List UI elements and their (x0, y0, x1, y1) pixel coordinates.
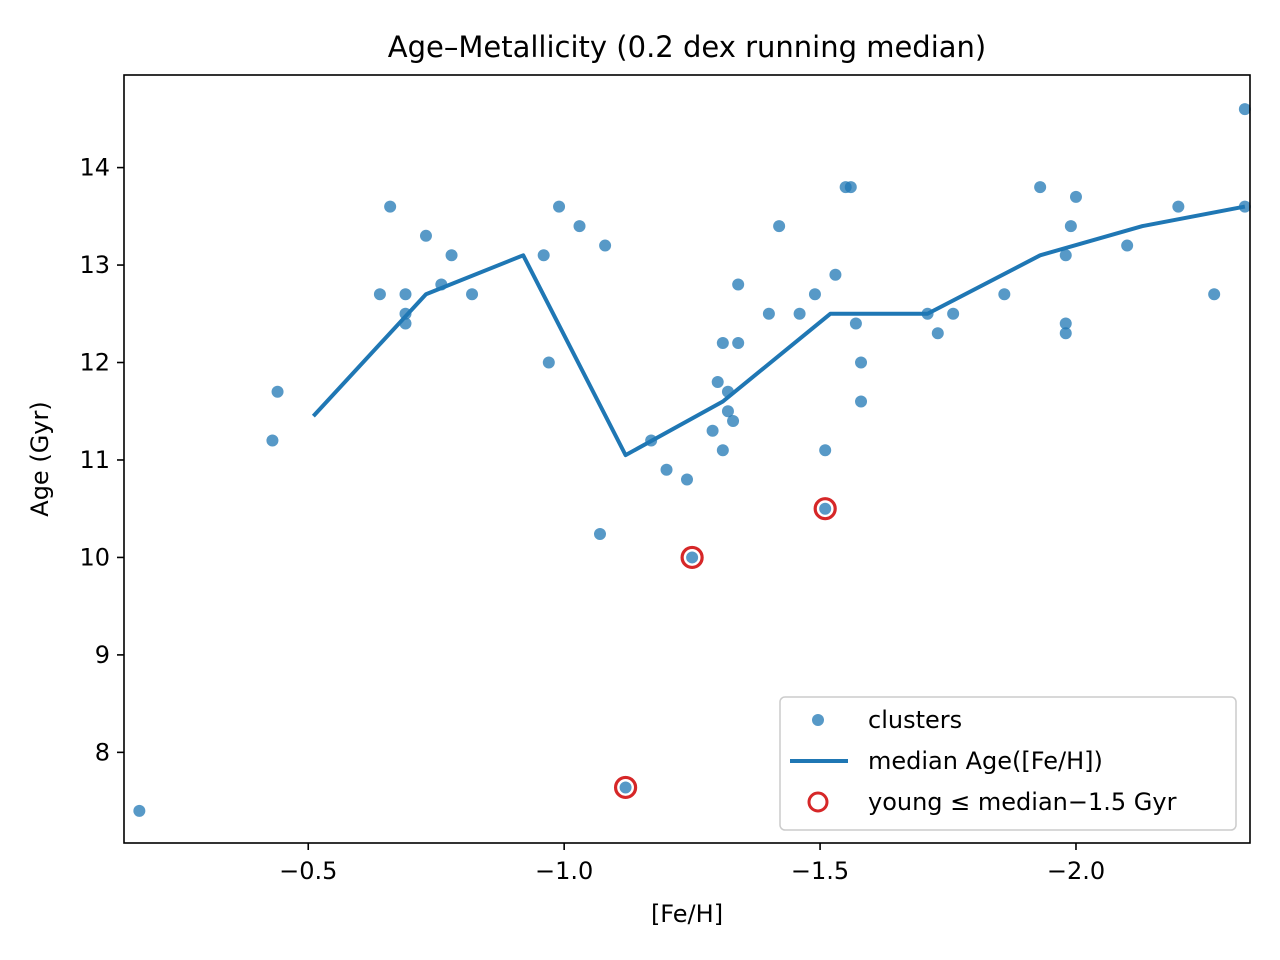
cluster-point (793, 307, 806, 320)
cluster-point (1121, 239, 1134, 252)
cluster-point (716, 337, 729, 350)
cluster-point (399, 288, 412, 301)
cluster-point (844, 181, 857, 194)
x-axis-ticks: −0.5 −1.0 −1.5 −2.0 (279, 843, 1105, 885)
cluster-point (660, 463, 673, 476)
cluster-point (266, 434, 279, 447)
x-tick-label: −1.5 (791, 857, 849, 885)
cluster-point (573, 220, 586, 233)
young-outlier-marker (613, 775, 638, 800)
legend-clusters-label: clusters (868, 706, 962, 734)
y-tick-label: 12 (79, 349, 110, 377)
cluster-point (829, 268, 842, 281)
cluster-point (947, 307, 960, 320)
cluster-point (445, 249, 458, 262)
cluster-point (619, 781, 632, 794)
cluster-point (373, 288, 386, 301)
y-axis-label: Age (Gyr) (26, 401, 54, 516)
cluster-point (542, 356, 555, 369)
cluster-point (1064, 220, 1077, 233)
cluster-point (384, 200, 397, 213)
cluster-point (1208, 288, 1221, 301)
cluster-point (537, 249, 550, 262)
legend-box (779, 696, 1237, 831)
x-tick-label: −1.0 (535, 857, 593, 885)
cluster-point (721, 405, 734, 418)
cluster-point (998, 288, 1011, 301)
cluster-point (773, 220, 786, 233)
cluster-point (599, 239, 612, 252)
cluster-point (716, 444, 729, 457)
chart-title: Age–Metallicity (0.2 dex running median) (388, 30, 986, 64)
cluster-point (732, 278, 745, 291)
y-tick-label: 8 (95, 738, 110, 766)
legend-young-label: young ≤ median−1.5 Gyr (868, 788, 1177, 816)
cluster-point (1059, 317, 1072, 330)
cluster-point (819, 502, 832, 515)
cluster-point (681, 473, 693, 486)
cluster-point (271, 385, 284, 398)
cluster-point (855, 395, 868, 408)
legend: clusters median Age([Fe/H]) young ≤ medi… (779, 696, 1237, 831)
cluster-point (1172, 200, 1185, 213)
cluster-point (732, 337, 745, 350)
cluster-point (133, 804, 146, 817)
cluster-point (849, 317, 862, 330)
cluster-point (706, 424, 719, 437)
legend-young-marker (807, 791, 829, 813)
cluster-point (1238, 103, 1251, 116)
cluster-point (931, 327, 944, 340)
cluster-point (762, 307, 775, 320)
cluster-point (808, 288, 821, 301)
axes-frame (123, 74, 1251, 844)
y-tick-label: 11 (79, 446, 110, 474)
cluster-point (1034, 181, 1047, 194)
y-tick-label: 14 (79, 154, 110, 182)
young-outlier-marker (680, 545, 704, 570)
x-tick-label: −0.5 (279, 857, 337, 885)
cluster-point (711, 376, 724, 389)
cluster-point (466, 288, 479, 301)
cluster-point (553, 200, 566, 213)
young-outlier-marker (813, 497, 837, 521)
cluster-point (686, 551, 699, 564)
y-tick-label: 13 (79, 251, 110, 279)
median-line (311, 204, 1246, 458)
cluster-point (1069, 190, 1082, 203)
y-tick-label: 10 (79, 543, 110, 571)
cluster-point (1059, 327, 1072, 340)
x-tick-label: −2.0 (1047, 857, 1105, 885)
y-tick-label: 9 (95, 641, 110, 669)
cluster-point (855, 356, 868, 369)
cluster-point (727, 414, 740, 427)
legend-clusters-marker (812, 714, 824, 726)
cluster-point (419, 229, 432, 242)
plot-area (133, 103, 1251, 817)
cluster-point (819, 444, 832, 457)
x-axis-label: [Fe/H] (651, 900, 723, 928)
y-axis-ticks: 8 9 10 11 12 13 14 (79, 154, 124, 766)
legend-median-label: median Age([Fe/H]) (868, 747, 1103, 775)
cluster-point (593, 528, 606, 541)
cluster-point (1059, 249, 1072, 262)
